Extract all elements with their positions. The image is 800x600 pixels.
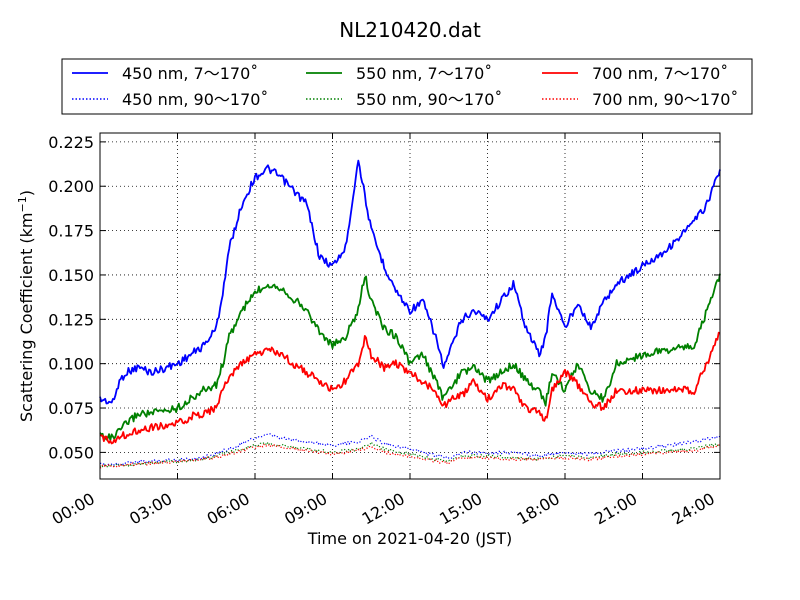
legend-label-5: 700 nm, 7～170˚ xyxy=(592,64,728,83)
series-line-1 xyxy=(99,159,721,405)
series-line-3 xyxy=(99,273,721,442)
legend-label-2: 450 nm, 90～170˚ xyxy=(122,90,268,109)
y-axis-label: Scattering Coefficient (km−1) xyxy=(16,190,36,422)
series-line-2 xyxy=(99,432,721,467)
y-axis-label-close: ) xyxy=(17,190,36,196)
y-axis-label-main: Scattering Coefficient (km xyxy=(17,212,36,422)
x-tick-label: 24:00 xyxy=(669,489,718,529)
y-tick-label: 0.100 xyxy=(48,355,94,374)
x-tick-labels: 00:00 03:00 06:00 09:00 12:00 15:00 18:00 21:00… xyxy=(49,489,718,529)
chart-title: NL210420.dat xyxy=(339,18,481,42)
x-tick-label: 00:00 xyxy=(49,489,98,529)
series-line-6 xyxy=(99,443,721,469)
y-tick-label: 0.150 xyxy=(48,266,94,285)
legend-label-4: 550 nm, 90～170˚ xyxy=(356,90,502,109)
x-tick-label: 03:00 xyxy=(126,489,175,529)
y-tick-label: 0.175 xyxy=(48,222,94,241)
x-tick-label: 06:00 xyxy=(204,489,253,529)
x-tick-label: 21:00 xyxy=(591,489,640,529)
legend-label-3: 550 nm, 7～170˚ xyxy=(356,64,492,83)
y-tick-labels: 0.050 0.075 0.100 0.125 0.150 0.175 0.200 0.225 xyxy=(48,133,94,463)
legend-frame xyxy=(61,58,753,115)
y-axis-label-unit-exp: −1 xyxy=(16,196,29,212)
x-tick-label: 15:00 xyxy=(436,489,485,529)
y-tick-label: 0.050 xyxy=(48,443,94,462)
legend-label-6: 700 nm, 90～170˚ xyxy=(592,90,738,109)
series-line-5 xyxy=(99,331,721,445)
plot-series xyxy=(99,159,721,469)
x-tick-label: 12:00 xyxy=(359,489,408,529)
x-axis-label: Time on 2021-04-20 (JST) xyxy=(307,529,512,548)
legend-label-1: 450 nm, 7～170˚ xyxy=(122,64,258,83)
y-tick-label: 0.225 xyxy=(48,133,94,152)
y-tick-label: 0.125 xyxy=(48,310,94,329)
y-tick-label: 0.075 xyxy=(48,399,94,418)
plot-grid xyxy=(100,133,720,479)
axis-ticks xyxy=(99,133,721,479)
legend-items: 450 nm, 7～170˚ 450 nm, 90～170˚ 550 nm, 7～1… xyxy=(72,64,738,109)
x-tick-label: 18:00 xyxy=(514,489,563,529)
y-tick-label: 0.200 xyxy=(48,177,94,196)
legend: 450 nm, 7～170˚ 450 nm, 90～170˚ 550 nm, 7～1… xyxy=(61,58,753,115)
x-tick-label: 09:00 xyxy=(281,489,330,529)
